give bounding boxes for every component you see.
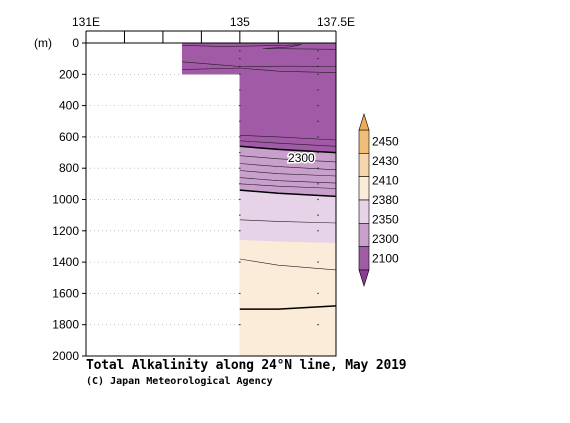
station-point — [317, 230, 319, 232]
station-point — [239, 73, 241, 76]
y-tick-label: 400 — [59, 99, 79, 113]
y-tick-label: 800 — [59, 161, 79, 175]
station-point — [239, 104, 241, 107]
station-point — [317, 104, 319, 107]
thick-contour-0 — [239, 145, 336, 154]
value-band-2 — [239, 189, 336, 244]
colorbar-label: 2450 — [372, 135, 399, 149]
x-tick-label: 137.5E — [317, 15, 355, 29]
station-point — [317, 324, 319, 326]
thick-contour-1 — [239, 189, 336, 198]
colorbar-under-arrow — [358, 269, 370, 288]
y-tick-label: 0 — [72, 36, 79, 50]
station-markers — [239, 50, 319, 326]
station-point — [317, 65, 319, 68]
colorbar-label: 2100 — [372, 251, 399, 265]
station-point — [239, 230, 241, 232]
station-point — [239, 324, 241, 326]
station-point — [239, 214, 241, 216]
station-point — [317, 261, 319, 263]
colorbar-legend: 2100 2300 2350 2380 2410 2430 2450 — [358, 112, 399, 288]
thin-contour-1 — [182, 67, 336, 73]
thin-contour-2 — [239, 135, 336, 141]
colorbar-segment — [358, 176, 370, 201]
colorbar-label: 2380 — [372, 193, 399, 207]
colorbar-over-arrow — [358, 112, 370, 131]
colorbar-segment — [358, 223, 370, 247]
station-point — [317, 214, 319, 216]
contour-label: 2300 — [288, 151, 315, 165]
colorbar-segment — [358, 129, 370, 154]
station-point — [317, 292, 319, 295]
colorbar-segment — [358, 199, 370, 224]
y-axis: 0 200 400 600 800 1000 1200 1400 1600 1800 2000 — [52, 36, 86, 363]
x-tick-label: 135 — [230, 15, 250, 29]
station-point — [317, 50, 319, 52]
x-tick-label: 131E — [72, 15, 100, 29]
y-tick-label: 1000 — [52, 193, 79, 207]
station-point — [239, 50, 241, 52]
station-point — [317, 167, 319, 169]
colorbar-label: 2410 — [372, 174, 399, 188]
thin-contour-7 — [239, 177, 336, 184]
thin-contour-5 — [239, 163, 336, 171]
colorbar-label: 2430 — [372, 154, 399, 168]
station-point — [239, 167, 241, 169]
station-point — [239, 261, 241, 263]
y-axis-unit-label: (m) — [34, 36, 52, 50]
thin-contour-9 — [239, 219, 336, 224]
contour-labels: 2300 — [287, 149, 317, 166]
station-point — [239, 292, 241, 295]
thin-contour-8 — [239, 183, 336, 189]
y-tick-label: 2000 — [52, 349, 79, 363]
gridlines — [86, 73, 240, 326]
station-point — [239, 198, 241, 201]
y-tick-label: 1400 — [52, 255, 79, 269]
thin-contour-6 — [239, 170, 336, 177]
y-tick-label: 200 — [59, 67, 79, 81]
thick-contour-2 — [239, 305, 336, 310]
station-point — [317, 73, 319, 76]
plot-area — [181, 43, 336, 356]
station-point — [239, 65, 241, 68]
station-point — [239, 89, 241, 91]
thin-contour-4 — [239, 155, 336, 163]
colorbar-segment — [358, 246, 370, 271]
station-point — [239, 136, 241, 138]
station-point — [317, 198, 319, 201]
station-point — [239, 120, 241, 122]
thin-contour-3 — [239, 140, 336, 147]
x-axis: 131E 135 137.5E — [72, 15, 355, 43]
credit-line: (C) Japan Meteorological Agency — [86, 376, 273, 387]
thin-contour-10 — [239, 258, 336, 271]
station-point — [317, 136, 319, 138]
y-tick-label: 600 — [59, 130, 79, 144]
station-point — [317, 89, 319, 91]
station-point — [239, 151, 241, 154]
station-point — [239, 57, 241, 60]
surface-contour — [182, 44, 336, 50]
station-point — [317, 183, 319, 185]
y-tick-label: 1600 — [52, 286, 79, 300]
colorbar-label: 2300 — [372, 232, 399, 246]
y-tick-label: 1800 — [52, 318, 79, 332]
value-band-3 — [239, 239, 336, 356]
y-tick-label: 1200 — [52, 224, 79, 238]
colorbar-label: 2350 — [372, 212, 399, 226]
chart-title: Total Alkalinity along 24°N line, May 20… — [86, 358, 407, 373]
station-point — [317, 57, 319, 60]
station-point — [239, 183, 241, 185]
station-point — [317, 120, 319, 122]
colorbar-segment — [358, 153, 370, 177]
station-point — [317, 151, 319, 154]
